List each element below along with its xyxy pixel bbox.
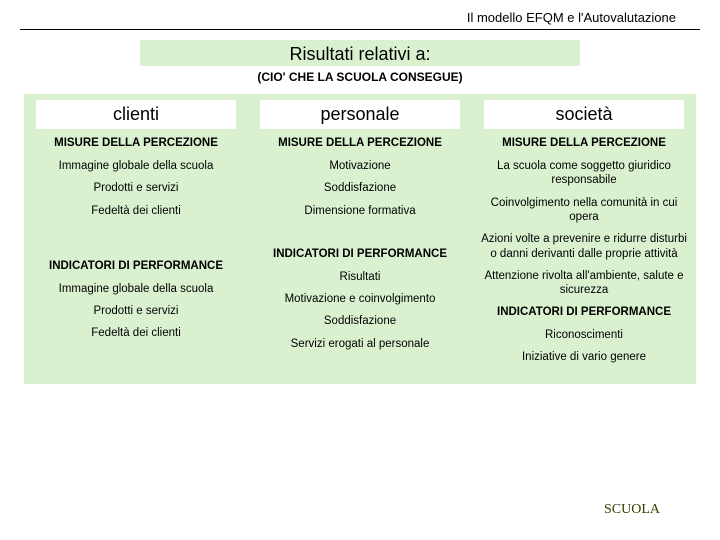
list-item: Fedeltà dei clienti <box>32 326 240 340</box>
list-item: Attenzione rivolta all'ambiente, salute … <box>480 269 688 298</box>
column-societa: società MISURE DELLA PERCEZIONE La scuol… <box>472 100 696 372</box>
list-item: Coinvolgimento nella comunità in cui ope… <box>480 196 688 225</box>
footer-label: SCUOLA <box>604 502 660 518</box>
list-item: Fedeltà dei clienti <box>32 204 240 218</box>
list-item: Immagine globale della scuola <box>32 282 240 296</box>
list-item: Azioni volte a prevenire e ridurre distu… <box>480 232 688 261</box>
column-head-personale: personale <box>260 100 460 129</box>
list-item: Motivazione e coinvolgimento <box>256 292 464 306</box>
page-header: Il modello EFQM e l'Autovalutazione <box>20 0 700 30</box>
list-item: Prodotti e servizi <box>32 181 240 195</box>
section-head-ip: INDICATORI DI PERFORMANCE <box>480 306 688 320</box>
section-head-mp: MISURE DELLA PERCEZIONE <box>480 137 688 151</box>
subtitle: (CIO' CHE LA SCUOLA CONSEGUE) <box>0 70 720 84</box>
title-bar: Risultati relativi a: <box>140 40 580 66</box>
section-head-mp: MISURE DELLA PERCEZIONE <box>32 137 240 151</box>
section-head-mp: MISURE DELLA PERCEZIONE <box>256 137 464 151</box>
list-item: La scuola come soggetto giuridico respon… <box>480 159 688 188</box>
column-head-societa: società <box>484 100 684 129</box>
list-item: Immagine globale della scuola <box>32 159 240 173</box>
list-item: Risultati <box>256 270 464 284</box>
list-item: Dimensione formativa <box>256 204 464 218</box>
column-personale: personale MISURE DELLA PERCEZIONE Motiva… <box>248 100 472 372</box>
main-panel: clienti MISURE DELLA PERCEZIONE Immagine… <box>24 94 696 384</box>
list-item: Riconoscimenti <box>480 328 688 342</box>
list-item: Soddisfazione <box>256 181 464 195</box>
list-item: Iniziative di vario genere <box>480 350 688 364</box>
list-item: Motivazione <box>256 159 464 173</box>
list-item: Servizi erogati al personale <box>256 337 464 351</box>
list-item: Prodotti e servizi <box>32 304 240 318</box>
list-item: Soddisfazione <box>256 314 464 328</box>
column-clienti: clienti MISURE DELLA PERCEZIONE Immagine… <box>24 100 248 372</box>
section-head-ip: INDICATORI DI PERFORMANCE <box>32 260 240 274</box>
column-head-clienti: clienti <box>36 100 236 129</box>
section-head-ip: INDICATORI DI PERFORMANCE <box>256 248 464 262</box>
